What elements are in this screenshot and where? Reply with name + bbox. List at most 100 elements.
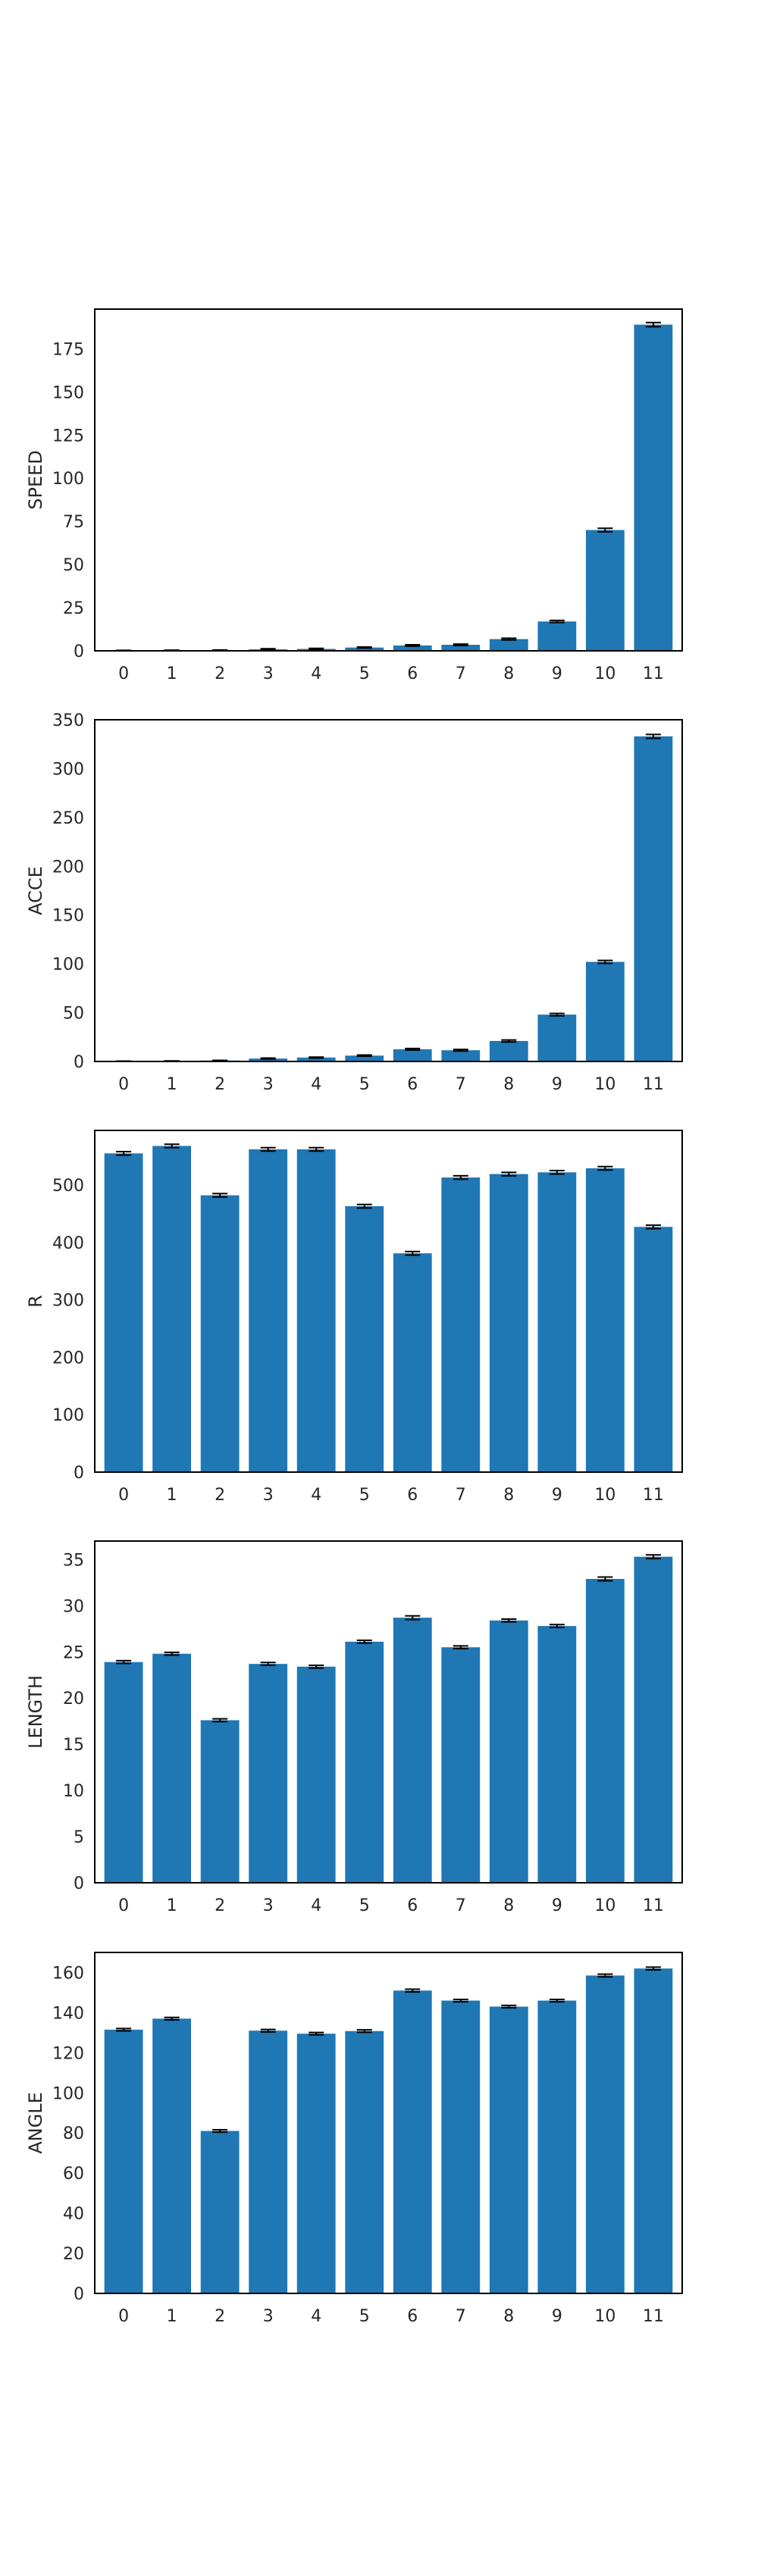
- acce-bar-3: [249, 1058, 288, 1061]
- angle-ytick-label: 120: [52, 2044, 84, 2063]
- angle-xtick-label: 5: [359, 2307, 370, 2326]
- acce-ytick-label: 250: [52, 809, 84, 828]
- r-bar-5: [345, 1206, 384, 1472]
- length-ytick-label: 20: [63, 1690, 84, 1708]
- length-bar-1: [152, 1653, 192, 1883]
- angle-errorbar-4: [309, 2031, 324, 2036]
- length-errorbar-3: [260, 1662, 276, 1666]
- acce-xtick-label: 8: [503, 1075, 514, 1094]
- angle-xtick-label: 9: [552, 2307, 562, 2326]
- length-xtick-label: 11: [643, 1896, 664, 1915]
- length-ytick-label: 10: [63, 1782, 84, 1801]
- angle-bar-3: [249, 2030, 288, 2293]
- angle-xtick-label: 0: [118, 2307, 129, 2326]
- r-xtick-label: 2: [215, 1486, 225, 1505]
- r-ytick-label: 0: [74, 1464, 84, 1483]
- acce-errorbar-2: [212, 1059, 228, 1061]
- acce-xtick-label: 9: [552, 1075, 562, 1094]
- angle-xtick-label: 1: [167, 2307, 177, 2326]
- speed-errorbar-7: [453, 643, 468, 646]
- angle-errorbar-5: [356, 2029, 372, 2034]
- speed-ytick-label: 0: [74, 642, 84, 661]
- acce-xtick-label: 3: [263, 1075, 274, 1094]
- r-ytick-label: 300: [52, 1292, 84, 1311]
- length-xtick-label: 10: [594, 1896, 615, 1915]
- acce-ytick-label: 0: [74, 1053, 84, 1072]
- speed-bar-9: [537, 621, 577, 651]
- speed-xtick-label: 5: [359, 664, 370, 683]
- acce-bar-8: [489, 1040, 528, 1061]
- angle-errorbar-2: [212, 2129, 228, 2134]
- r-xtick-label: 0: [118, 1486, 129, 1505]
- length-xtick-label: 4: [311, 1896, 321, 1915]
- angle-bar-0: [104, 2029, 143, 2293]
- acce-xtick-label: 7: [456, 1075, 466, 1094]
- r-ylabel: R: [25, 1295, 46, 1308]
- speed-xtick-label: 3: [263, 664, 274, 683]
- speed-ytick-label: 100: [52, 470, 84, 489]
- acce-bar-6: [393, 1049, 432, 1061]
- speed-errorbar-11: [645, 321, 661, 328]
- acce-errorbar-7: [453, 1049, 468, 1052]
- r-errorbar-11: [645, 1224, 661, 1230]
- length-errorbar-6: [405, 1615, 421, 1621]
- angle-errorbar-0: [116, 2027, 132, 2032]
- acce-ytick-label: 150: [52, 907, 84, 926]
- acce-chart: 0 50 100 150 200 250 300 350 0 1 2 3 4 5 6 7 8 9 10 11 ACCE: [25, 711, 683, 1094]
- length-ytick-label: 0: [74, 1874, 84, 1893]
- length-xtick-label: 6: [407, 1896, 418, 1915]
- angle-errorbar-11: [645, 1966, 661, 1971]
- acce-errorbar-6: [405, 1047, 421, 1051]
- acce-errorbar-4: [309, 1056, 324, 1059]
- length-xtick-label: 5: [359, 1896, 370, 1915]
- angle-errorbar-9: [549, 1998, 565, 2003]
- acce-ylabel: ACCE: [25, 866, 46, 915]
- length-xtick-label: 2: [215, 1896, 225, 1915]
- speed-xtick-label: 1: [167, 664, 177, 683]
- r-errorbar-6: [405, 1250, 421, 1256]
- length-bar-5: [345, 1641, 384, 1883]
- speed-xtick-label: 8: [503, 664, 514, 683]
- length-bar-8: [489, 1620, 528, 1883]
- r-bar-6: [393, 1253, 432, 1472]
- acce-axes-frame: [94, 719, 683, 1062]
- r-bar-10: [585, 1168, 625, 1472]
- angle-errorbar-8: [501, 2004, 517, 2009]
- acce-bar-7: [441, 1050, 481, 1061]
- length-errorbar-9: [549, 1624, 565, 1628]
- speed-xtick-label: 7: [456, 664, 466, 683]
- acce-xtick-label: 11: [643, 1075, 664, 1094]
- speed-xtick-label: 10: [594, 664, 615, 683]
- length-ytick-label: 25: [63, 1643, 84, 1662]
- length-xtick-label: 9: [552, 1896, 562, 1915]
- acce-bar-5: [345, 1055, 384, 1061]
- acce-errorbar-8: [501, 1039, 517, 1043]
- acce-xtick-label: 6: [407, 1075, 418, 1094]
- speed-errorbar-5: [356, 646, 372, 649]
- acce-errorbar-9: [549, 1012, 565, 1017]
- r-ytick-label: 100: [52, 1406, 84, 1425]
- speed-chart: 0 25 50 75 100 125 150 175 0 1 2 3 4 5 6 7 8 9 10 11 SPEED: [25, 308, 683, 683]
- angle-bar-2: [200, 2131, 240, 2293]
- r-ytick-label: 200: [52, 1349, 84, 1368]
- acce-errorbar-11: [645, 733, 661, 739]
- length-ytick-label: 15: [63, 1736, 84, 1755]
- speed-ytick-label: 75: [63, 513, 84, 532]
- speed-xtick-label: 11: [643, 664, 664, 683]
- r-errorbar-9: [549, 1170, 565, 1175]
- speed-ytick-label: 25: [63, 599, 84, 618]
- r-errorbar-1: [164, 1143, 180, 1149]
- length-xtick-label: 7: [456, 1896, 466, 1915]
- length-xtick-label: 8: [503, 1896, 514, 1915]
- speed-xtick-label: 2: [215, 664, 225, 683]
- angle-errorbar-1: [164, 2016, 180, 2021]
- angle-errorbar-3: [260, 2028, 276, 2033]
- length-errorbar-7: [453, 1645, 468, 1650]
- angle-bar-7: [441, 2000, 481, 2293]
- r-bar-4: [296, 1149, 336, 1472]
- acce-xtick-label: 5: [359, 1075, 370, 1094]
- length-errorbar-1: [164, 1651, 180, 1656]
- length-axes-frame: [94, 1540, 683, 1884]
- angle-xtick-label: 10: [594, 2307, 615, 2326]
- speed-ytick-label: 175: [52, 340, 84, 359]
